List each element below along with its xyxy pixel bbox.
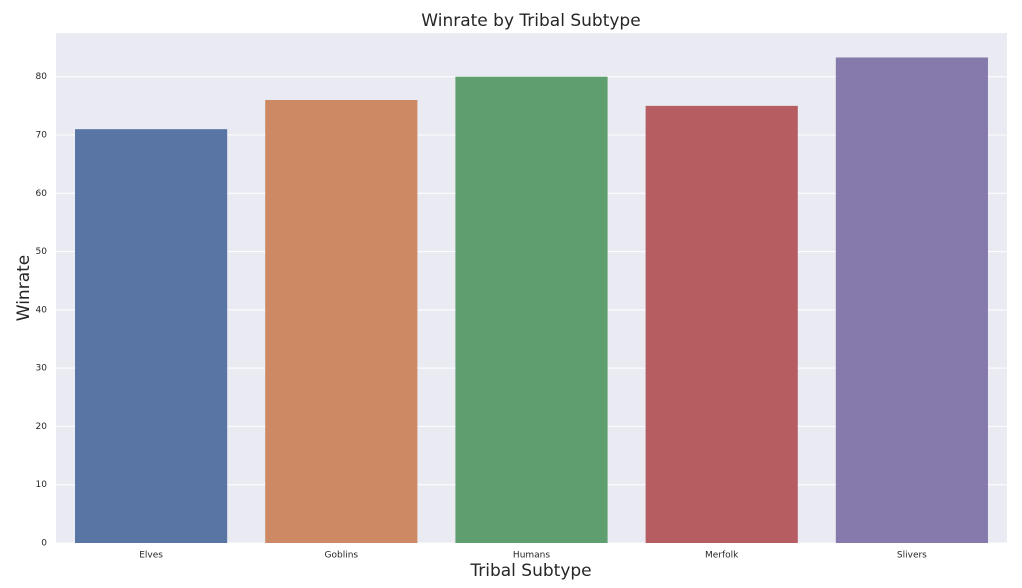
y-tick-label: 20 (36, 422, 48, 432)
y-tick-label: 50 (36, 247, 48, 257)
y-axis-label: Winrate (14, 255, 34, 321)
y-tick-label: 10 (36, 480, 48, 490)
y-tick-label: 70 (36, 131, 48, 141)
chart-title: Winrate by Tribal Subtype (421, 11, 640, 31)
bar (645, 105, 798, 543)
bar (835, 57, 988, 543)
x-tick-label: Merfolk (705, 551, 739, 561)
bar (75, 129, 228, 543)
y-tick-label: 60 (36, 189, 48, 199)
y-tick-label: 40 (36, 305, 48, 315)
y-tick-label: 30 (36, 364, 48, 374)
y-tick-label: 80 (36, 72, 48, 82)
x-axis-label: Tribal Subtype (469, 561, 591, 581)
x-tick-label: Humans (513, 551, 550, 561)
x-tick-label: Elves (139, 551, 163, 561)
y-tick-label: 0 (41, 539, 47, 549)
bar (455, 76, 608, 543)
bar (265, 100, 418, 544)
x-tick-label: Slivers (897, 551, 927, 561)
x-tick-label: Goblins (325, 551, 359, 561)
